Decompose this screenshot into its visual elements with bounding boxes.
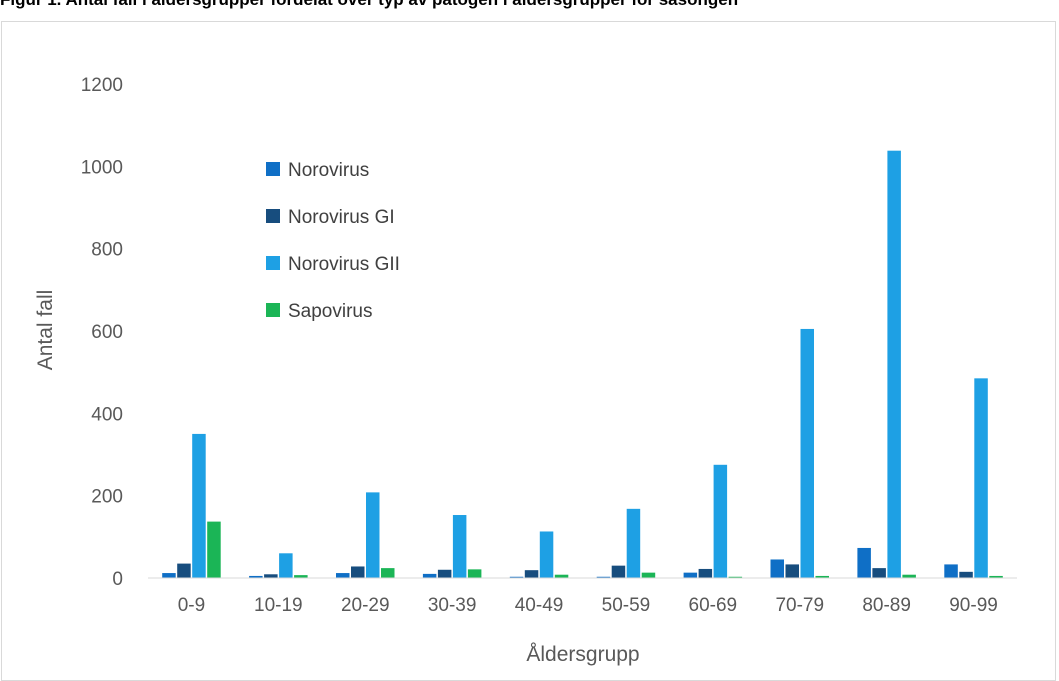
legend-label: Norovirus GII	[288, 254, 400, 275]
bar-norovirus-gi	[437, 569, 452, 578]
x-tick-label: 50-59	[602, 595, 651, 616]
bar-norovirus-gii	[366, 492, 380, 578]
legend-label: Norovirus GI	[288, 207, 395, 228]
legend-swatch	[266, 162, 280, 176]
legend-swatch	[266, 303, 280, 317]
bar-sapovirus	[554, 574, 569, 578]
x-tick-label: 30-39	[428, 595, 477, 616]
bar-sapovirus	[728, 576, 743, 578]
bar-norovirus-gi	[177, 563, 191, 578]
bar-sapovirus	[641, 572, 656, 578]
y-tick-label: 600	[91, 322, 123, 343]
legend: Norovirus Norovirus GI Norovirus GII Sapovi…	[266, 160, 400, 322]
bar-norovirus-gi	[264, 574, 278, 578]
y-tick-label: 800	[91, 240, 123, 261]
y-tick-label: 1200	[81, 75, 123, 96]
bar-sapovirus	[294, 575, 308, 578]
x-tick-label: 40-49	[515, 595, 564, 616]
bar-sapovirus	[989, 575, 1003, 578]
bar-norovirus	[944, 564, 958, 578]
bar-norovirus-gii	[192, 433, 206, 578]
bar-norovirus-gii	[713, 464, 728, 578]
bar-norovirus-gi	[611, 565, 626, 578]
y-tick-label: 1000	[81, 157, 123, 178]
bar-norovirus-gi	[524, 570, 539, 578]
y-tick-label: 400	[91, 404, 123, 425]
bar-norovirus-gi	[698, 568, 713, 578]
x-tick-label: 70-79	[775, 595, 824, 616]
bar-norovirus	[422, 573, 437, 578]
bar-norovirus	[509, 576, 524, 578]
bar-norovirus	[249, 575, 263, 578]
x-tick-label: 90-99	[949, 595, 998, 616]
bar-sapovirus	[815, 575, 829, 578]
x-tick-label: 60-69	[689, 595, 738, 616]
bar-norovirus-gii	[887, 150, 901, 578]
page-title: Figur 1. Antal fall i åldersgrupper förd…	[0, 0, 1059, 11]
y-axis-ticks: 0 200 400 600 800 1000 1200	[81, 75, 123, 590]
bar-norovirus	[336, 573, 350, 578]
bars	[162, 150, 1003, 578]
bar-sapovirus	[467, 569, 482, 578]
bar-norovirus-gii	[539, 531, 554, 578]
bar-norovirus	[770, 559, 784, 578]
legend-swatch	[266, 256, 280, 270]
bar-norovirus-gi	[872, 568, 886, 578]
x-tick-label: 80-89	[862, 595, 911, 616]
legend-label: Norovirus	[288, 160, 369, 181]
x-axis-ticks: 0-9 10-19 20-29 30-39 40-49 50-59 60-69 70-79 80…	[178, 595, 998, 616]
x-tick-label: 10-19	[254, 595, 303, 616]
bar-norovirus-gi	[959, 571, 973, 578]
bar-norovirus	[683, 572, 698, 578]
bar-norovirus-gii	[974, 378, 988, 578]
bar-sapovirus	[207, 521, 221, 578]
bar-norovirus	[857, 547, 871, 578]
bar-norovirus-gii	[626, 508, 641, 578]
bar-norovirus-gii	[279, 553, 293, 578]
bar-sapovirus	[902, 574, 916, 578]
y-axis-label: Antal fall	[34, 290, 57, 371]
x-axis-label: Åldersgrupp	[526, 643, 639, 666]
bar-norovirus-gi	[351, 566, 365, 578]
bar-norovirus-gi	[785, 564, 799, 578]
bar-norovirus	[596, 576, 611, 578]
bar-norovirus-gii	[800, 328, 814, 578]
x-tick-label: 20-29	[341, 595, 390, 616]
bar-sapovirus	[381, 568, 395, 578]
y-tick-label: 200	[91, 487, 123, 508]
x-tick-label: 0-9	[178, 595, 205, 616]
legend-swatch	[266, 209, 280, 223]
bar-norovirus-gii	[452, 515, 467, 578]
y-tick-label: 0	[112, 569, 123, 590]
legend-label: Sapovirus	[288, 301, 373, 322]
bar-norovirus	[162, 573, 176, 578]
